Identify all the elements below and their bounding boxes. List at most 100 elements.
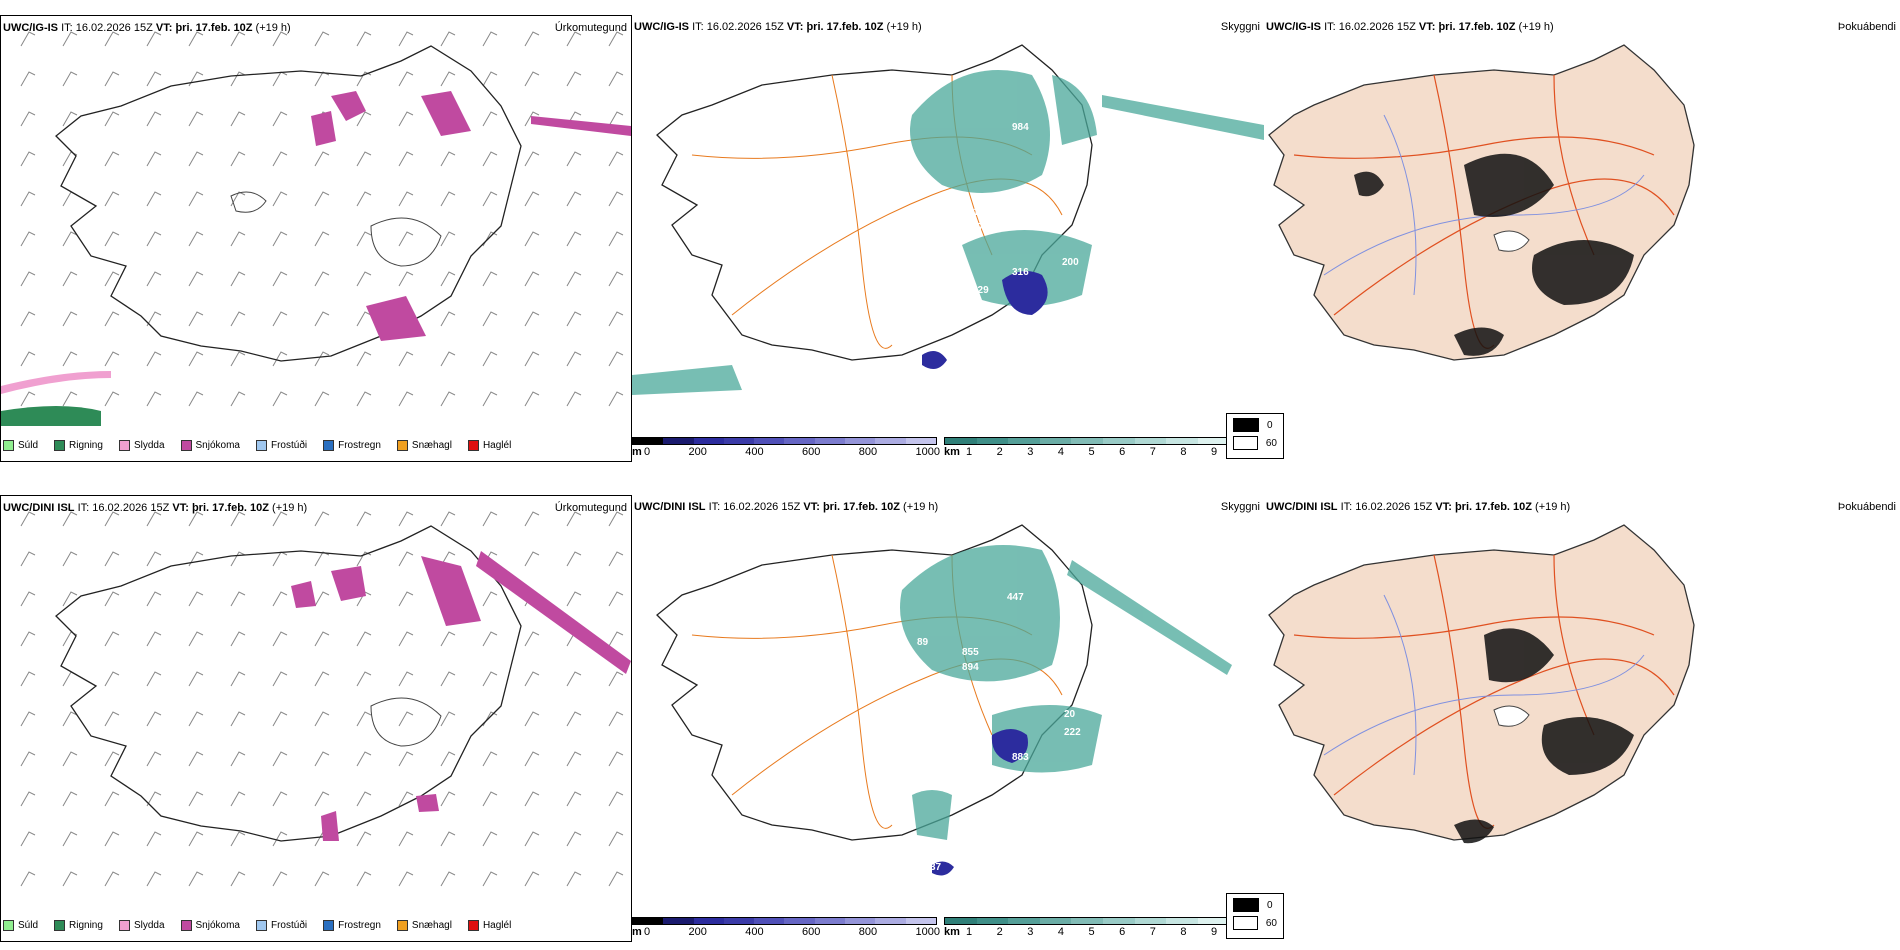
- legend-swatch: [255, 440, 267, 451]
- wind-barb: [524, 31, 540, 47]
- colorbar-tick: 5: [1088, 926, 1095, 938]
- wind-barb: [230, 711, 246, 727]
- wind-barb: [482, 71, 498, 87]
- wind-barb: [356, 311, 372, 327]
- wind-barb: [608, 711, 624, 727]
- wind-barb: [356, 111, 372, 127]
- colorbar-segment: [633, 918, 664, 924]
- wind-barb: [524, 551, 540, 567]
- wind-barb: [104, 111, 120, 127]
- precip-legend-item: Haglél: [467, 920, 511, 931]
- colorbar-tick: 6: [1119, 446, 1126, 458]
- colorbar-segment: [814, 438, 846, 444]
- ceiling-unit: m: [632, 926, 642, 938]
- wind-barb: [524, 631, 540, 647]
- wind-barb: [524, 791, 540, 807]
- visibility-panel-top: 984 276 681 417 52 104 128 129 316 200 135 12 96 UWC…: [632, 15, 1264, 462]
- wind-barb: [230, 391, 246, 407]
- colorbar-segment: [633, 438, 664, 444]
- wind-barb: [272, 231, 288, 247]
- wind-barb: [608, 271, 624, 287]
- wind-barb: [566, 551, 582, 567]
- wind-barb: [608, 671, 624, 687]
- wind-barb: [272, 391, 288, 407]
- colorbar-segment: [1102, 918, 1135, 924]
- legend-label: Frostúði: [270, 440, 308, 451]
- wind-barb: [356, 391, 372, 407]
- wind-barb: [62, 551, 78, 567]
- wind-barb: [104, 191, 120, 207]
- precip-legend-item: Snjókoma: [180, 920, 240, 931]
- colorbar-segment: [875, 438, 906, 444]
- wind-barb: [104, 631, 120, 647]
- wind-barb: [398, 271, 414, 287]
- legend-label: Snjókoma: [195, 440, 240, 451]
- wind-barb: [20, 191, 36, 207]
- precip-legend-item: Frostúði: [255, 920, 307, 931]
- fog-legend-item: 0: [1233, 898, 1277, 912]
- wind-barb: [608, 351, 624, 367]
- wind-barb: [482, 511, 498, 527]
- wind-barb: [356, 871, 372, 887]
- wind-barb: [146, 191, 162, 207]
- colorbar-tick: 1000: [915, 926, 940, 938]
- visibility-value-label: 128: [944, 275, 961, 286]
- wind-barb: [356, 351, 372, 367]
- wind-barb: [398, 111, 414, 127]
- wind-barb: [230, 191, 246, 207]
- wind-barb: [314, 191, 330, 207]
- colorbar-segment: [976, 918, 1009, 924]
- wind-barb: [104, 31, 120, 47]
- wind-barb: [398, 831, 414, 847]
- legend-swatch: [54, 440, 66, 451]
- colorbar-segment: [1071, 918, 1103, 924]
- wind-barb: [440, 231, 456, 247]
- wind-barb: [482, 711, 498, 727]
- visibility-value-label: 89: [917, 637, 929, 648]
- wind-barb: [104, 751, 120, 767]
- wind-barb: [524, 231, 540, 247]
- precip-legend-item: Snæhagl: [396, 920, 452, 931]
- visibility-value-label: 984: [1012, 122, 1029, 133]
- wind-barb: [314, 511, 330, 527]
- wind-barb: [62, 271, 78, 287]
- wind-barb: [608, 831, 624, 847]
- wind-barb: [524, 311, 540, 327]
- wind-barb: [188, 711, 204, 727]
- wind-barb: [146, 271, 162, 287]
- wind-barb: [272, 111, 288, 127]
- wind-barb: [440, 351, 456, 367]
- colorbar-segment: [1197, 438, 1230, 444]
- wind-barb: [146, 351, 162, 367]
- fog-map: [1268, 44, 1695, 361]
- wind-barb: [104, 71, 120, 87]
- visibility-colorbar: [944, 437, 1262, 445]
- wind-barb: [356, 151, 372, 167]
- wind-barb: [272, 271, 288, 287]
- wind-barb: [608, 151, 624, 167]
- ceiling-colorbar: [632, 437, 937, 445]
- wind-barb: [608, 31, 624, 47]
- wind-barb: [188, 351, 204, 367]
- wind-barb: [356, 791, 372, 807]
- fog-legend-item: 60: [1233, 916, 1277, 930]
- visibility-value-label: 96: [909, 352, 921, 363]
- wind-barb: [62, 591, 78, 607]
- wind-barb: [104, 791, 120, 807]
- colorbar-segment: [693, 918, 724, 924]
- wind-barb: [608, 311, 624, 327]
- wind-barb: [608, 791, 624, 807]
- wind-barb: [566, 671, 582, 687]
- wind-barb: [62, 71, 78, 87]
- colorbar-segment: [814, 918, 846, 924]
- colorbar-tick: 400: [745, 926, 764, 938]
- fog-legend: 0 60: [1226, 413, 1284, 459]
- wind-barb: [104, 311, 120, 327]
- panel-title: Þokuábendi: [1837, 501, 1896, 513]
- wind-barb: [104, 351, 120, 367]
- wind-barb: [566, 751, 582, 767]
- colorbar-tick: 3: [1027, 926, 1034, 938]
- wind-barb: [356, 511, 372, 527]
- legend-label: Haglél: [482, 440, 512, 451]
- wind-barb: [20, 671, 36, 687]
